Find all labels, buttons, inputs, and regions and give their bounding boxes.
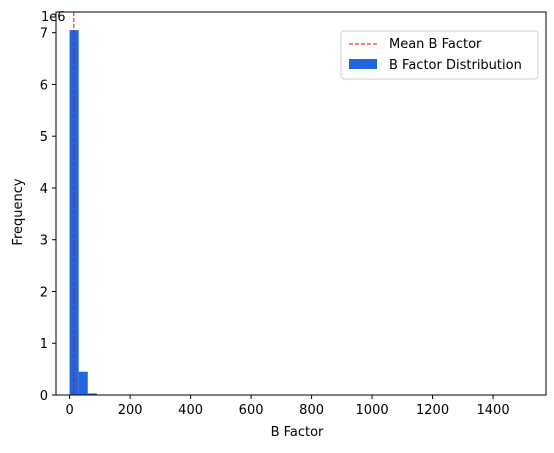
x-tick-label-1400: 1400 xyxy=(477,403,510,418)
y-tick-label-1: 1 xyxy=(40,337,48,352)
y-tick-label-3: 3 xyxy=(40,234,48,249)
x-tick-label-1200: 1200 xyxy=(416,403,449,418)
legend-bars-label: B Factor Distribution xyxy=(389,58,522,73)
y-tick-label-6: 6 xyxy=(40,78,48,93)
histogram-bar-1 xyxy=(79,372,88,395)
legend-bars-swatch xyxy=(349,59,377,69)
y-tick-label-7: 7 xyxy=(40,27,48,42)
y-tick-label-4: 4 xyxy=(40,182,48,197)
y-tick-label-5: 5 xyxy=(40,130,48,145)
y-tick-label-2: 2 xyxy=(40,285,48,300)
x-tick-label-600: 600 xyxy=(239,403,264,418)
x-tick-label-0: 0 xyxy=(65,403,73,418)
x-ticks-layer: 0 200 400 600 800 1000 1200 1400 xyxy=(65,395,509,418)
y-offset-label: 1e6 xyxy=(41,10,66,25)
y-tick-label-0: 0 xyxy=(40,389,48,404)
bars-layer xyxy=(70,30,124,395)
legend-mean-label: Mean B Factor xyxy=(389,37,482,52)
x-tick-label-400: 400 xyxy=(178,403,203,418)
x-tick-label-1000: 1000 xyxy=(356,403,389,418)
x-tick-label-800: 800 xyxy=(299,403,324,418)
y-ticks-layer: 0 1 2 3 4 5 6 7 xyxy=(40,27,56,404)
y-axis-label: Frequency xyxy=(11,178,26,245)
legend: Mean B Factor B Factor Distribution xyxy=(341,31,538,79)
x-tick-label-200: 200 xyxy=(118,403,143,418)
x-axis-label: B Factor xyxy=(271,425,324,440)
